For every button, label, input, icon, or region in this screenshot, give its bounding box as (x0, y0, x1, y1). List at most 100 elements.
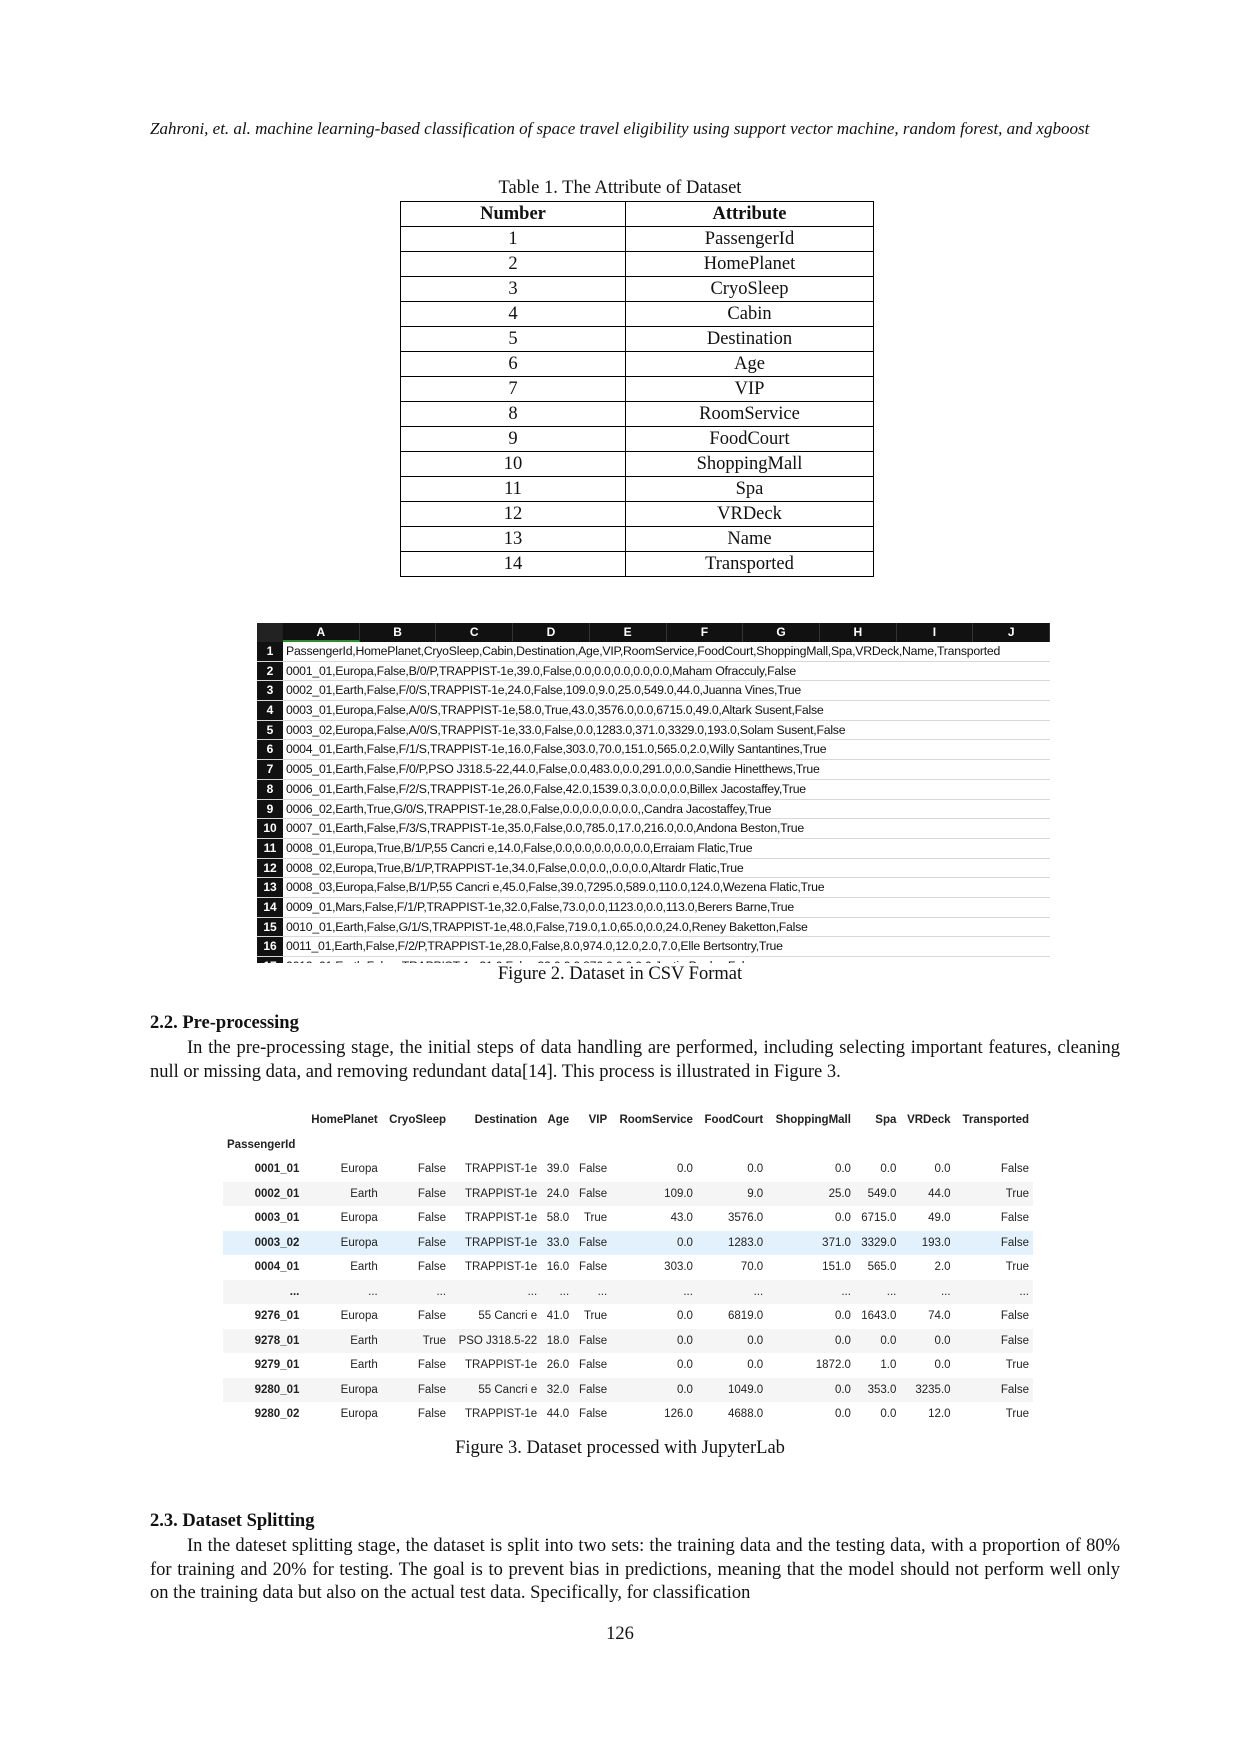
table-cell: 39.0 (546, 1163, 570, 1176)
table-row: 11 Spa (400, 476, 874, 502)
table-cell: True (583, 1310, 608, 1323)
table-cell: True (1005, 1408, 1029, 1421)
cell-text: 0001_01,Europa,False,B/0/P,TRAPPIST-1e,3… (286, 663, 796, 678)
table-cell: False (417, 1163, 447, 1176)
table-cell: 58.0 (546, 1212, 570, 1225)
running-header: Zahroni, et. al. machine learning-based … (150, 119, 1090, 138)
table-cell: VIP (625, 376, 874, 402)
table-cell: 55 Cancri e (478, 1383, 538, 1396)
table-row: 3 CryoSleep (400, 276, 874, 302)
figure2-caption: Figure 2. Dataset in CSV Format (497, 964, 743, 984)
table-cell: True (1005, 1359, 1029, 1372)
table-cell: 303.0 (664, 1261, 693, 1274)
table-cell: 0.0 (834, 1334, 851, 1347)
table-cell: 1049.0 (728, 1383, 764, 1396)
table-cell: 3329.0 (861, 1236, 897, 1249)
table-cell: 18.0 (546, 1334, 570, 1347)
table-cell: 0.0 (676, 1334, 693, 1347)
table-cell: ... (683, 1285, 693, 1298)
column-letter: E (590, 623, 667, 642)
table-cell: 565.0 (867, 1261, 897, 1274)
table-cell: 549.0 (867, 1187, 897, 1200)
table-cell: 7 (400, 376, 626, 402)
cell-text: 0006_01,Earth,False,F/2/S,TRAPPIST-1e,26… (286, 781, 806, 796)
table-cell: 8 (400, 401, 626, 427)
table-cell: 9.0 (747, 1187, 764, 1200)
row-index: 0003_02 (254, 1236, 300, 1249)
table-row: 1 PassengerId (400, 226, 874, 252)
table-cell: False (1000, 1163, 1029, 1176)
column-letter: C (436, 623, 514, 642)
table-cell: 4688.0 (728, 1408, 764, 1421)
table-cell: Spa (625, 476, 874, 502)
table-cell: 12.0 (928, 1408, 951, 1421)
row-number: 7 (257, 760, 283, 779)
table-cell: ... (368, 1285, 378, 1298)
table-cell: 24.0 (546, 1187, 570, 1200)
table-cell: False (579, 1163, 608, 1176)
row-number: 9 (257, 799, 283, 819)
table-row: 2 HomePlanet (400, 251, 874, 277)
spreadsheet-row: 3 0002_01,Earth,False,F/0/S,TRAPPIST-1e,2… (257, 681, 1050, 702)
column-header: ShoppingMall (775, 1114, 851, 1127)
table-cell: False (579, 1408, 608, 1421)
row-index: 9280_01 (254, 1383, 300, 1396)
table-cell: 6819.0 (728, 1310, 764, 1323)
table-cell: 126.0 (664, 1408, 693, 1421)
row-number: 4 (257, 701, 283, 720)
table-cell: False (1000, 1236, 1029, 1249)
paragraph: In the dateset splitting stage, the data… (150, 1535, 1120, 1606)
table-cell: 0.0 (747, 1334, 764, 1347)
table-cell: 25.0 (828, 1187, 851, 1200)
cell-text: 0005_01,Earth,False,F/0/P,PSO J318.5-22,… (286, 762, 820, 777)
table-cell: 13 (400, 526, 626, 552)
cell-text: 0003_02,Europa,False,A/0/S,TRAPPIST-1e,3… (286, 722, 846, 737)
column-letter: J (973, 623, 1050, 642)
spreadsheet-row: 9 0006_02,Earth,True,G/0/S,TRAPPIST-1e,28… (257, 799, 1050, 820)
spreadsheet-row: 170012_01,Earth,False,,TRAPPIST-1e,31.0,… (257, 957, 1050, 963)
table-cell: TRAPPIST-1e (464, 1261, 538, 1274)
table-cell: ... (886, 1285, 897, 1298)
row-index: 9276_01 (254, 1310, 300, 1323)
column-header: Number (400, 201, 626, 227)
cell-text: 0010_01,Earth,False,G/1/S,TRAPPIST-1e,48… (286, 919, 808, 934)
spreadsheet-row: 7 0005_01,Earth,False,F/0/P,PSO J318.5-22… (257, 760, 1050, 780)
table-cell: ... (559, 1285, 570, 1298)
paragraph-text: In the dateset splitting stage, the data… (150, 1536, 1120, 1603)
spreadsheet-row: 8 0006_01,Earth,False,F/2/S,TRAPPIST-1e,2… (257, 779, 1050, 800)
table-cell: 44.0 (928, 1187, 951, 1200)
table-row: 0001_01 Europa False TRAPPIST-1e 39.0 False 0.… (223, 1157, 1033, 1182)
table-cell: 9 (400, 426, 626, 452)
cell-text: 0008_01,Europa,True,B/1/P,55 Cancri e,14… (286, 840, 753, 855)
column-header: HomePlanet (311, 1114, 378, 1127)
table-cell: 0.0 (834, 1408, 851, 1421)
table-cell: ... (527, 1285, 538, 1298)
table-cell: 1.0 (880, 1359, 897, 1372)
table-cell: 1643.0 (861, 1310, 897, 1323)
table-cell: Europa (340, 1236, 378, 1249)
table-row: .................................... (223, 1279, 1033, 1304)
cell-text: 0007_01,Earth,False,F/3/S,TRAPPIST-1e,35… (286, 821, 804, 836)
paragraph: In the pre-processing stage, the initial… (150, 1037, 1120, 1084)
table-cell: True (583, 1212, 608, 1225)
cell-text: 0006_02,Earth,True,G/0/S,TRAPPIST-1e,28.… (286, 801, 772, 816)
table-cell: Age (625, 351, 874, 377)
table-cell: 353.0 (867, 1383, 897, 1396)
table-row: 7 VIP (400, 376, 874, 402)
table-row: 8 RoomService (400, 401, 874, 427)
table-cell: 49.0 (928, 1212, 951, 1225)
table-cell: 33.0 (546, 1236, 570, 1249)
spreadsheet-row: 15 0010_01,Earth,False,G/1/S,TRAPPIST-1e,… (257, 917, 1050, 938)
table-cell: True (1005, 1187, 1029, 1200)
section-heading: 2.3. Dataset Splitting (150, 1511, 315, 1531)
table-cell: Destination (625, 326, 874, 352)
column-header: FoodCourt (704, 1114, 764, 1127)
table-cell: 371.0 (822, 1236, 851, 1249)
spreadsheet-row: 13 0008_03,Europa,False,B/1/P,55 Cancri e… (257, 878, 1050, 898)
row-index: 0003_01 (254, 1212, 300, 1225)
table-cell: Europa (340, 1383, 378, 1396)
table-cell: Earth (350, 1261, 378, 1274)
table-cell: Transported (625, 551, 874, 577)
table-cell: 2 (400, 251, 626, 277)
table-cell: 5 (400, 326, 626, 352)
